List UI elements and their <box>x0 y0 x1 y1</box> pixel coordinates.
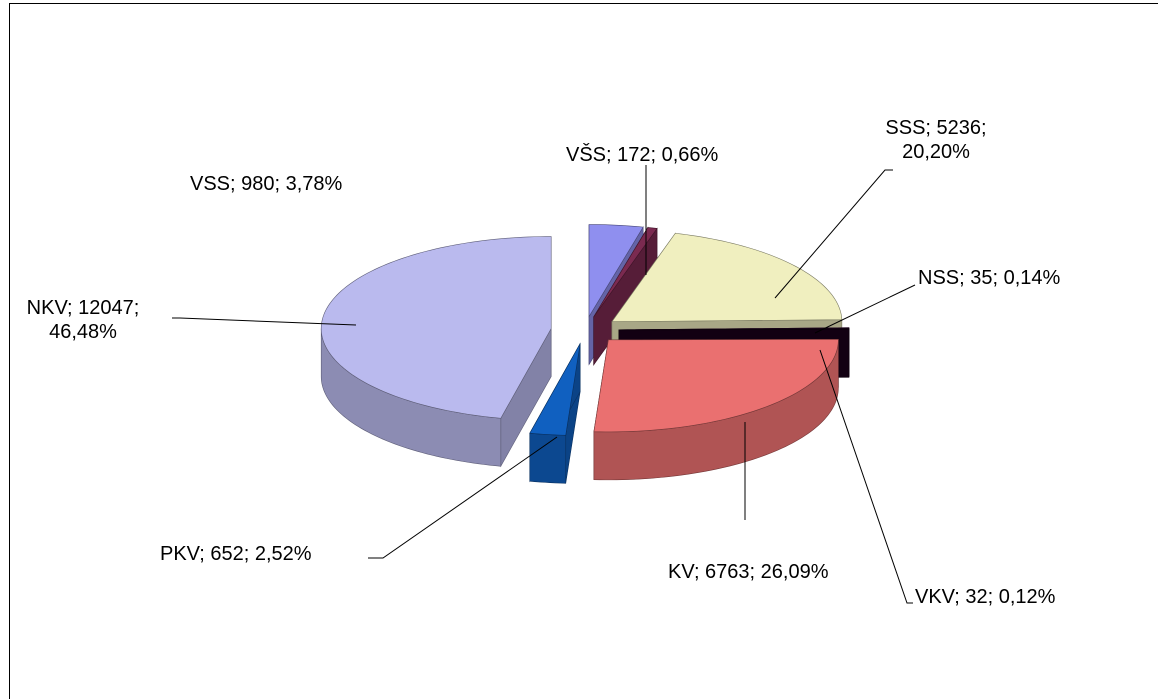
data-label: NSS; 35; 0,14% <box>918 267 1061 289</box>
slice-top <box>529 343 581 436</box>
leader-line <box>368 436 558 559</box>
data-label: VKV; 32; 0,12% <box>915 586 1056 608</box>
slice-top <box>611 232 843 323</box>
pie-slice <box>593 226 658 366</box>
leader-line <box>814 284 916 334</box>
slice-top <box>593 227 658 318</box>
data-label: PKV; 652; 2,52% <box>160 543 312 565</box>
data-label: VŠS; 172; 0,66% <box>566 144 719 166</box>
data-label: VSS; 980; 3,78% <box>190 173 343 195</box>
slice-top <box>593 339 839 433</box>
data-label: SSS; 5236; 20,20% <box>885 117 987 163</box>
data-label: KV; 6763; 26,09% <box>668 561 829 583</box>
pie-slice <box>593 339 839 481</box>
slice-top <box>320 236 552 419</box>
leader-lines <box>172 165 916 604</box>
data-label: NKV; 12047; 46,48% <box>26 297 140 343</box>
leader-line <box>774 169 893 299</box>
slice-side <box>529 432 567 484</box>
slice-top <box>618 328 850 331</box>
leader-line <box>819 349 913 604</box>
chart-border <box>9 3 1158 699</box>
slice-top <box>588 224 644 318</box>
leader-line <box>172 317 357 326</box>
pie-slice <box>320 236 552 468</box>
